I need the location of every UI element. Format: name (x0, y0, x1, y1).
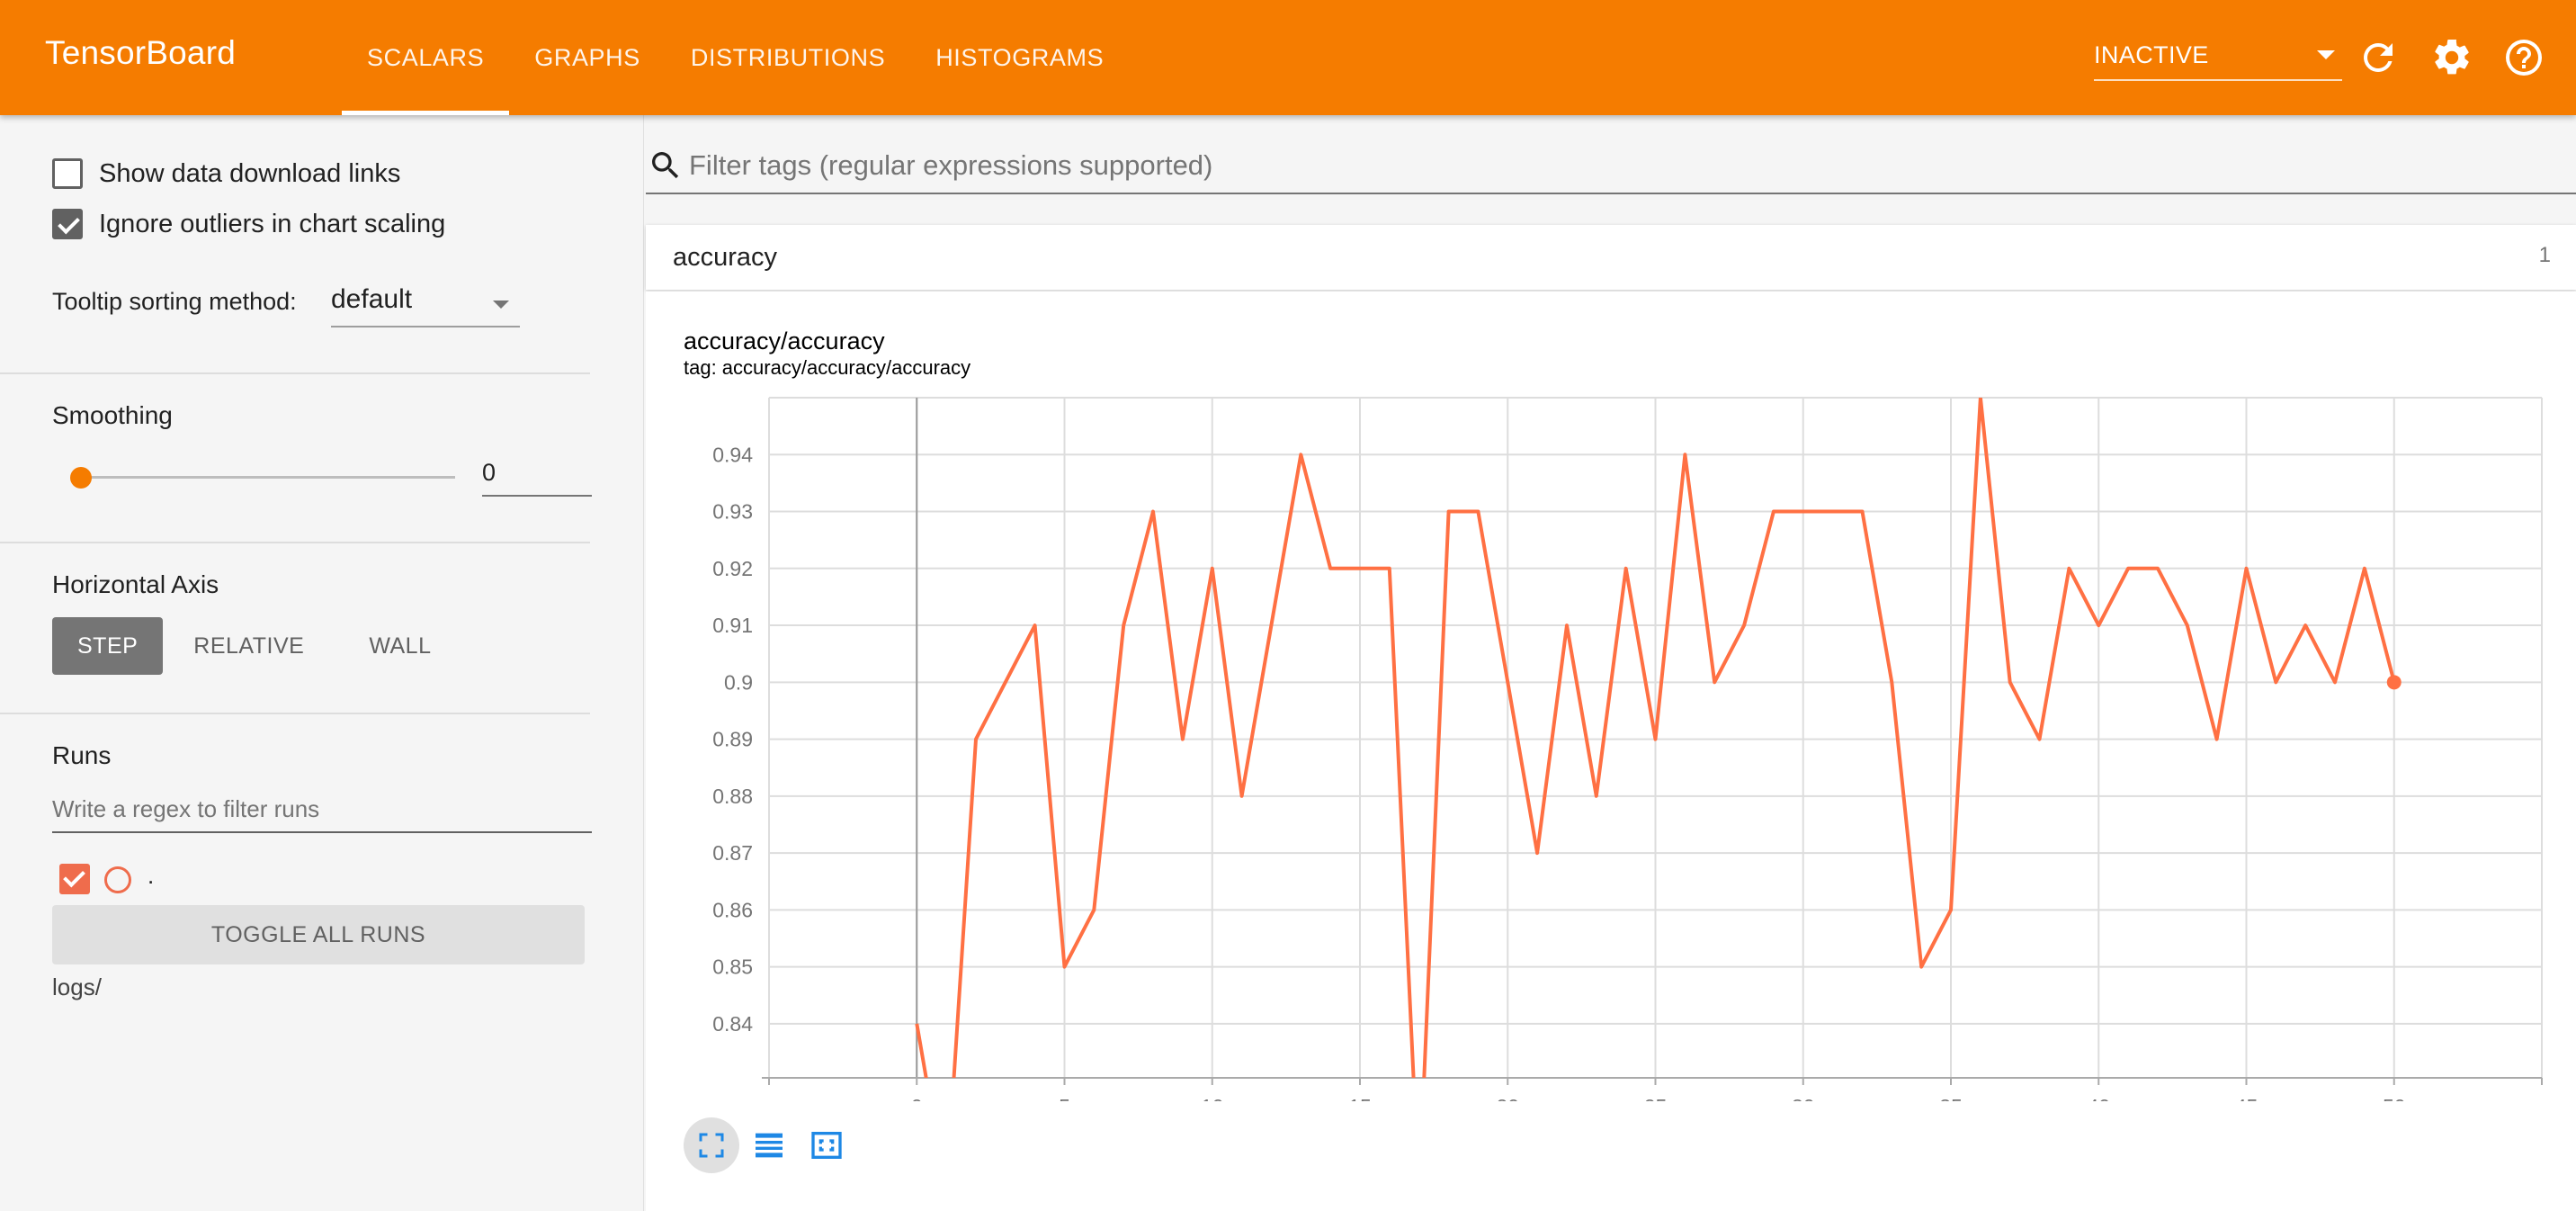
x-tick-label: 15 (1348, 1095, 1372, 1101)
axis-step-button[interactable]: STEP (52, 617, 164, 675)
axis-wall-button[interactable]: WALL (369, 632, 432, 659)
inactive-plugins-value: INACTIVE (2094, 41, 2209, 68)
search-icon (652, 152, 679, 179)
tooltip-sorting-dropdown[interactable]: default (331, 283, 520, 327)
fullscreen-icon (699, 1133, 724, 1158)
category-count: 1 (2538, 243, 2551, 267)
run-name: . (148, 862, 155, 889)
divider (0, 542, 590, 543)
x-tick-label: 50 (2383, 1095, 2406, 1101)
axis-relative-button[interactable]: RELATIVE (193, 632, 305, 659)
divider (0, 372, 590, 374)
y-tick-label: 0.84 (712, 1012, 753, 1036)
toggle-all-runs-button[interactable]: TOGGLE ALL RUNS (52, 905, 585, 964)
category-title: accuracy (673, 243, 778, 272)
line-chart[interactable]: 0 5 10 15 20 25 30 35 40 45 50 0.84 0.85 0.86 0.87 0.88… (646, 292, 2576, 1101)
ignore-outliers-label: Ignore outliers in chart scaling (99, 209, 446, 238)
x-tick-label: 30 (1792, 1095, 1815, 1101)
x-tick-label: 40 (2087, 1095, 2110, 1101)
chevron-down-icon (2317, 50, 2335, 59)
y-tick-label: 0.85 (712, 955, 753, 979)
y-tick-label: 0.9 (724, 670, 753, 694)
logdir-label: logs/ (52, 973, 102, 1000)
y-tick-label: 0.94 (712, 443, 753, 466)
tab-scalars[interactable]: SCALARS (342, 0, 510, 115)
ignore-outliers-checkbox[interactable] (52, 209, 83, 239)
show-download-links-label: Show data download links (99, 158, 401, 188)
horizontal-axis-title: Horizontal Axis (52, 570, 219, 598)
tab-histograms[interactable]: HISTOGRAMS (935, 43, 1105, 71)
chart-card: accuracy/accuracy tag: accuracy/accuracy… (646, 292, 2576, 1211)
run-radio[interactable] (104, 866, 131, 893)
refresh-icon[interactable] (2357, 36, 2400, 79)
y-tick-label: 0.91 (712, 614, 753, 637)
tooltip-sorting-value: default (331, 284, 413, 314)
tag-filter-placeholder: Filter tags (regular expressions support… (689, 149, 1213, 181)
x-tick-label: 0 (911, 1095, 923, 1101)
tab-distributions[interactable]: DISTRIBUTIONS (690, 43, 886, 71)
tag-filter-input[interactable]: Filter tags (regular expressions support… (646, 144, 2576, 194)
ignore-outliers-toggle[interactable]: Ignore outliers in chart scaling (52, 209, 445, 239)
inactive-plugins-dropdown[interactable]: INACTIVE (2094, 36, 2342, 81)
fit-to-data-icon (811, 1132, 842, 1159)
dashboard-tabs: SCALARS GRAPHS DISTRIBUTIONS HISTOGRAMS (342, 0, 1129, 115)
category-header[interactable]: accuracy 1 (646, 225, 2576, 290)
chart-subtitle: tag: accuracy/accuracy/accuracy (684, 356, 971, 379)
y-tick-label: 0.87 (712, 841, 753, 865)
tooltip-sorting-label: Tooltip sorting method: (52, 288, 297, 315)
horizontal-axis-selector: STEP RELATIVE WALL (52, 617, 470, 675)
series-line (915, 398, 2396, 1078)
chevron-down-icon (493, 301, 509, 309)
y-tick-label: 0.89 (712, 728, 753, 751)
last-point-marker (2386, 675, 2402, 690)
x-tick-label: 45 (2235, 1095, 2258, 1101)
x-tick-label: 20 (1496, 1095, 1519, 1101)
y-tick-label: 0.88 (712, 785, 753, 808)
divider (0, 713, 590, 714)
x-tick-label: 25 (1644, 1095, 1668, 1101)
smoothing-slider-track[interactable] (79, 476, 455, 479)
settings-icon[interactable] (2430, 36, 2473, 79)
runs-filter-input[interactable]: Write a regex to filter runs (52, 786, 592, 833)
fit-domain-button[interactable] (799, 1117, 854, 1173)
x-tick-label: 35 (1939, 1095, 1963, 1101)
fullscreen-button[interactable] (684, 1117, 739, 1173)
show-download-links-checkbox[interactable] (52, 158, 83, 189)
smoothing-title: Smoothing (52, 401, 173, 429)
chart-title: accuracy/accuracy (684, 327, 885, 354)
y-tick-label: 0.92 (712, 557, 753, 580)
y-tick-label: 0.86 (712, 898, 753, 921)
list-icon (756, 1133, 783, 1158)
runs-title: Runs (52, 741, 112, 769)
y-tick-label: 0.93 (712, 500, 753, 524)
sidebar: Show data download links Ignore outliers… (0, 115, 644, 1211)
top-app-bar: TensorBoard SCALARS GRAPHS DISTRIBUTIONS… (0, 0, 2576, 115)
help-icon[interactable] (2502, 36, 2545, 79)
toggle-y-log-button[interactable] (741, 1117, 797, 1173)
app-title: TensorBoard (45, 34, 236, 71)
run-checkbox[interactable] (59, 864, 90, 894)
show-download-links-toggle[interactable]: Show data download links (52, 158, 400, 189)
x-tick-label: 10 (1201, 1095, 1224, 1101)
smoothing-slider-handle[interactable] (70, 467, 92, 489)
tab-graphs[interactable]: GRAPHS (534, 43, 640, 71)
x-tick-label: 5 (1059, 1095, 1070, 1101)
smoothing-input[interactable]: 0 (482, 450, 592, 497)
